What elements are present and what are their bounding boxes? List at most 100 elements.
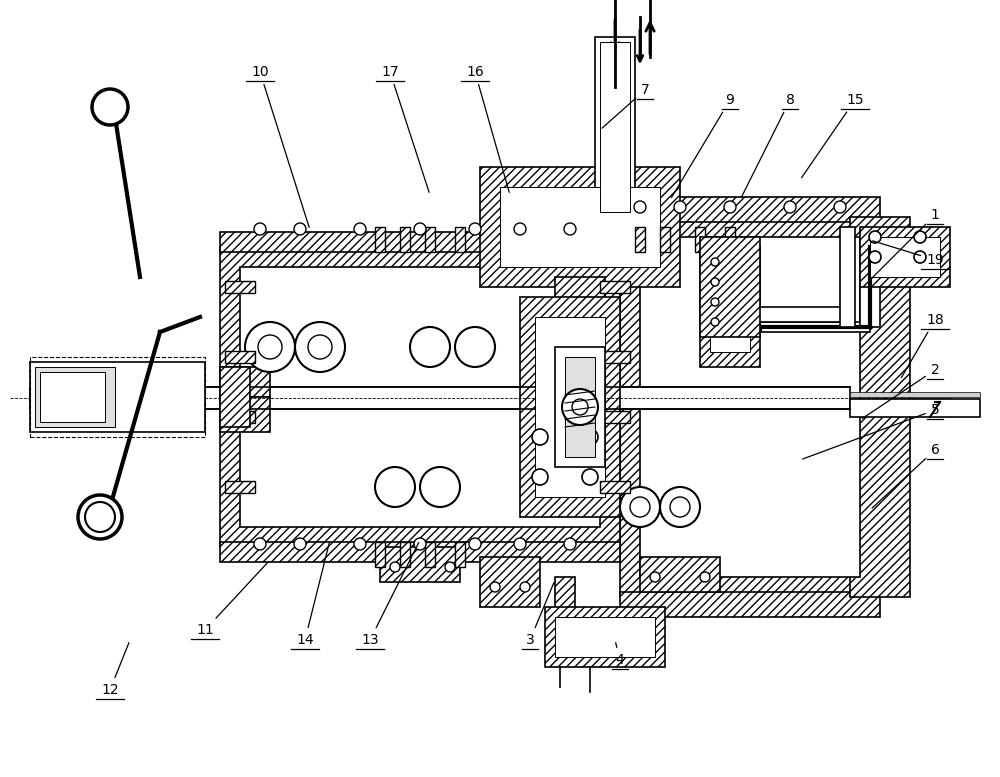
Circle shape	[354, 223, 366, 235]
Text: 17: 17	[381, 65, 429, 193]
Circle shape	[295, 322, 345, 372]
Bar	[595, 37, 635, 217]
Circle shape	[650, 572, 660, 582]
Text: 9: 9	[671, 93, 734, 197]
Text: 3: 3	[526, 583, 554, 647]
Bar	[30, 387, 850, 409]
Bar	[425, 227, 435, 252]
Bar	[850, 392, 980, 397]
Bar	[555, 347, 605, 467]
Text: 4: 4	[616, 643, 624, 667]
Bar	[30, 362, 205, 432]
Bar	[225, 281, 255, 293]
Bar	[565, 357, 595, 457]
Circle shape	[420, 467, 460, 507]
Bar	[40, 372, 105, 422]
Circle shape	[724, 201, 736, 213]
Circle shape	[294, 223, 306, 235]
Bar	[700, 247, 760, 367]
Bar	[535, 317, 605, 497]
Circle shape	[354, 538, 366, 550]
Bar	[220, 367, 270, 397]
Bar	[600, 411, 630, 423]
Text: 10: 10	[251, 65, 309, 228]
Bar	[425, 542, 435, 567]
Circle shape	[564, 223, 576, 235]
Bar	[220, 397, 270, 432]
Circle shape	[634, 201, 646, 213]
Bar	[640, 557, 720, 592]
Circle shape	[514, 538, 526, 550]
Text: 16: 16	[466, 65, 509, 193]
Bar	[240, 267, 600, 527]
Circle shape	[620, 487, 660, 527]
Bar	[220, 232, 620, 252]
Circle shape	[532, 429, 548, 445]
Circle shape	[532, 469, 548, 485]
Bar	[380, 547, 460, 582]
Circle shape	[834, 201, 846, 213]
Bar	[480, 167, 680, 287]
Text: 11: 11	[196, 562, 268, 637]
Bar	[860, 247, 880, 327]
Bar	[555, 277, 605, 357]
Circle shape	[258, 335, 282, 359]
Bar	[660, 227, 670, 252]
Bar	[710, 262, 750, 352]
Bar	[600, 42, 630, 212]
Bar	[620, 217, 880, 597]
Bar	[500, 187, 660, 267]
Circle shape	[254, 538, 266, 550]
Bar	[455, 227, 465, 252]
Text: 14: 14	[296, 542, 329, 647]
Circle shape	[414, 223, 426, 235]
Text: 18: 18	[901, 313, 944, 378]
Circle shape	[469, 223, 481, 235]
Bar	[700, 237, 760, 337]
Bar	[600, 281, 630, 293]
Text: 1: 1	[872, 208, 939, 278]
Circle shape	[582, 429, 598, 445]
Circle shape	[562, 389, 598, 425]
Bar	[480, 557, 540, 607]
Circle shape	[914, 231, 926, 243]
Circle shape	[711, 278, 719, 286]
Bar	[220, 367, 250, 427]
Bar	[555, 617, 655, 657]
Bar	[620, 197, 880, 222]
Bar	[870, 237, 940, 277]
Circle shape	[85, 502, 115, 532]
Text: 19: 19	[873, 241, 944, 267]
Bar	[375, 542, 385, 567]
Circle shape	[869, 251, 881, 263]
Circle shape	[572, 399, 588, 415]
Text: 5: 5	[803, 403, 939, 459]
Text: 15: 15	[802, 93, 864, 178]
Bar	[640, 237, 860, 577]
Bar	[755, 307, 845, 322]
Circle shape	[78, 495, 122, 539]
Bar	[695, 227, 705, 252]
Circle shape	[711, 258, 719, 266]
Text: 12: 12	[101, 643, 129, 697]
Bar	[840, 227, 855, 327]
Circle shape	[711, 318, 719, 326]
Bar	[220, 542, 620, 562]
Circle shape	[711, 298, 719, 306]
Bar	[225, 351, 255, 363]
Bar	[375, 227, 385, 252]
Circle shape	[92, 89, 128, 125]
Circle shape	[455, 327, 495, 367]
Bar	[760, 322, 870, 332]
Text: 7: 7	[602, 83, 649, 128]
Circle shape	[490, 582, 500, 592]
Circle shape	[700, 572, 710, 582]
Bar	[635, 227, 645, 252]
Text: 13: 13	[361, 542, 419, 647]
Circle shape	[564, 538, 576, 550]
Circle shape	[445, 562, 455, 572]
Bar	[35, 367, 115, 427]
Circle shape	[914, 251, 926, 263]
Circle shape	[469, 538, 481, 550]
Circle shape	[514, 223, 526, 235]
